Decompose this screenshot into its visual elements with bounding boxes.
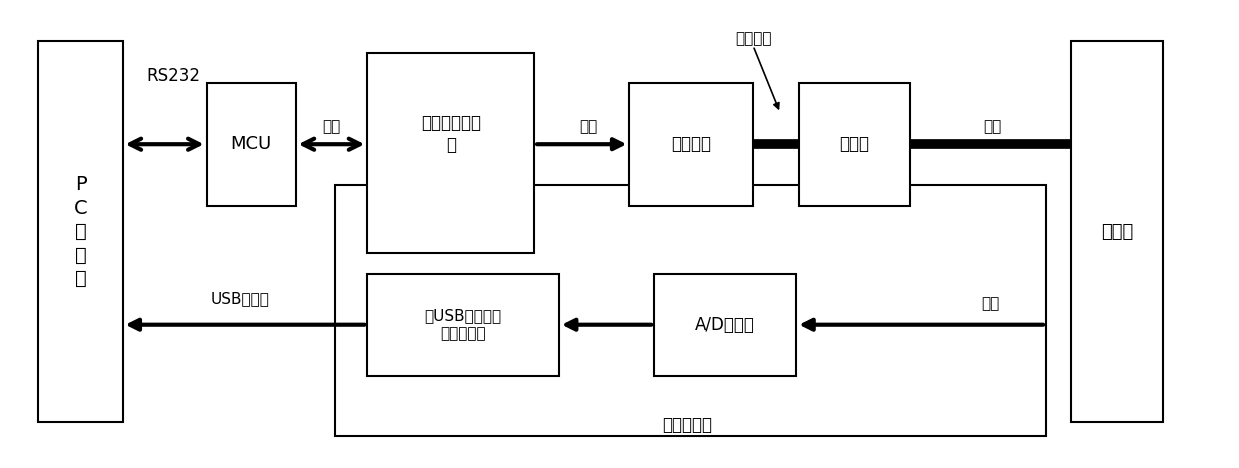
Bar [367,273,559,376]
Bar [1070,41,1163,423]
Bar [799,83,909,206]
Bar [336,185,1046,436]
Text: 安装台: 安装台 [839,135,870,154]
Text: MCU: MCU [230,135,271,154]
Text: 导线: 导线 [580,119,597,134]
Text: 带USB接口的信
号调理电路: 带USB接口的信 号调理电路 [425,308,502,342]
Text: 信号采集器: 信号采集器 [663,416,712,434]
Text: 步进电机: 步进电机 [672,135,711,154]
Bar [629,83,753,206]
Bar [367,52,534,253]
Text: 步进电机驱动
器: 步进电机驱动 器 [421,114,481,154]
Text: 六角螺栓: 六角螺栓 [735,31,771,46]
Text: 导线: 导线 [981,296,1000,311]
Text: RS232: RS232 [146,67,199,85]
Bar [654,273,797,376]
Text: A/D转换器: A/D转换器 [695,316,755,334]
Text: P
C
机
软
件: P C 机 软 件 [73,175,87,288]
Bar [38,41,123,423]
Bar [207,83,296,206]
Text: 螺钉: 螺钉 [984,119,1002,134]
Text: 导线: 导线 [322,119,341,134]
Text: 传感器: 传感器 [1101,223,1134,241]
Text: USB连接线: USB连接线 [211,292,269,307]
